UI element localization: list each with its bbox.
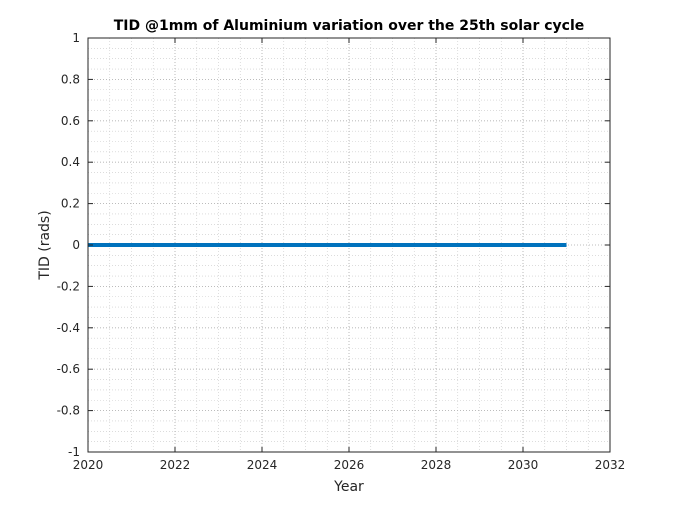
y-tick-label: -0.8 [57, 404, 80, 418]
y-tick-label: 0.4 [61, 155, 80, 169]
chart-title: TID @1mm of Aluminium variation over the… [114, 18, 585, 34]
x-tick-label: 2032 [595, 458, 626, 472]
y-tick-label: -1 [68, 445, 80, 459]
y-tick-label: 0.2 [61, 197, 80, 211]
x-tick-label: 2020 [73, 458, 104, 472]
x-axis-label: Year [333, 479, 364, 495]
y-tick-labels: -1 -0.8 -0.6 -0.4 -0.2 0 0.2 0.4 0.6 0.8 1 [57, 31, 80, 459]
x-tick-label: 2022 [160, 458, 191, 472]
y-tick-label: 0.8 [61, 72, 80, 86]
x-tick-label: 2028 [421, 458, 452, 472]
x-tick-label: 2026 [334, 458, 365, 472]
y-axis-label: TID (rads) [37, 210, 53, 280]
y-tick-label: 0 [72, 238, 80, 252]
x-tick-labels: 2020 2022 2024 2026 2028 2030 2032 [73, 458, 626, 472]
tick-marks [87, 37, 611, 453]
y-tick-label: -0.4 [57, 321, 80, 335]
x-tick-label: 2024 [247, 458, 278, 472]
y-tick-label: 0.6 [61, 114, 80, 128]
y-tick-label: -0.2 [57, 279, 80, 293]
y-tick-label: -0.6 [57, 362, 80, 376]
x-tick-label: 2030 [508, 458, 539, 472]
y-tick-label: 1 [72, 31, 80, 45]
